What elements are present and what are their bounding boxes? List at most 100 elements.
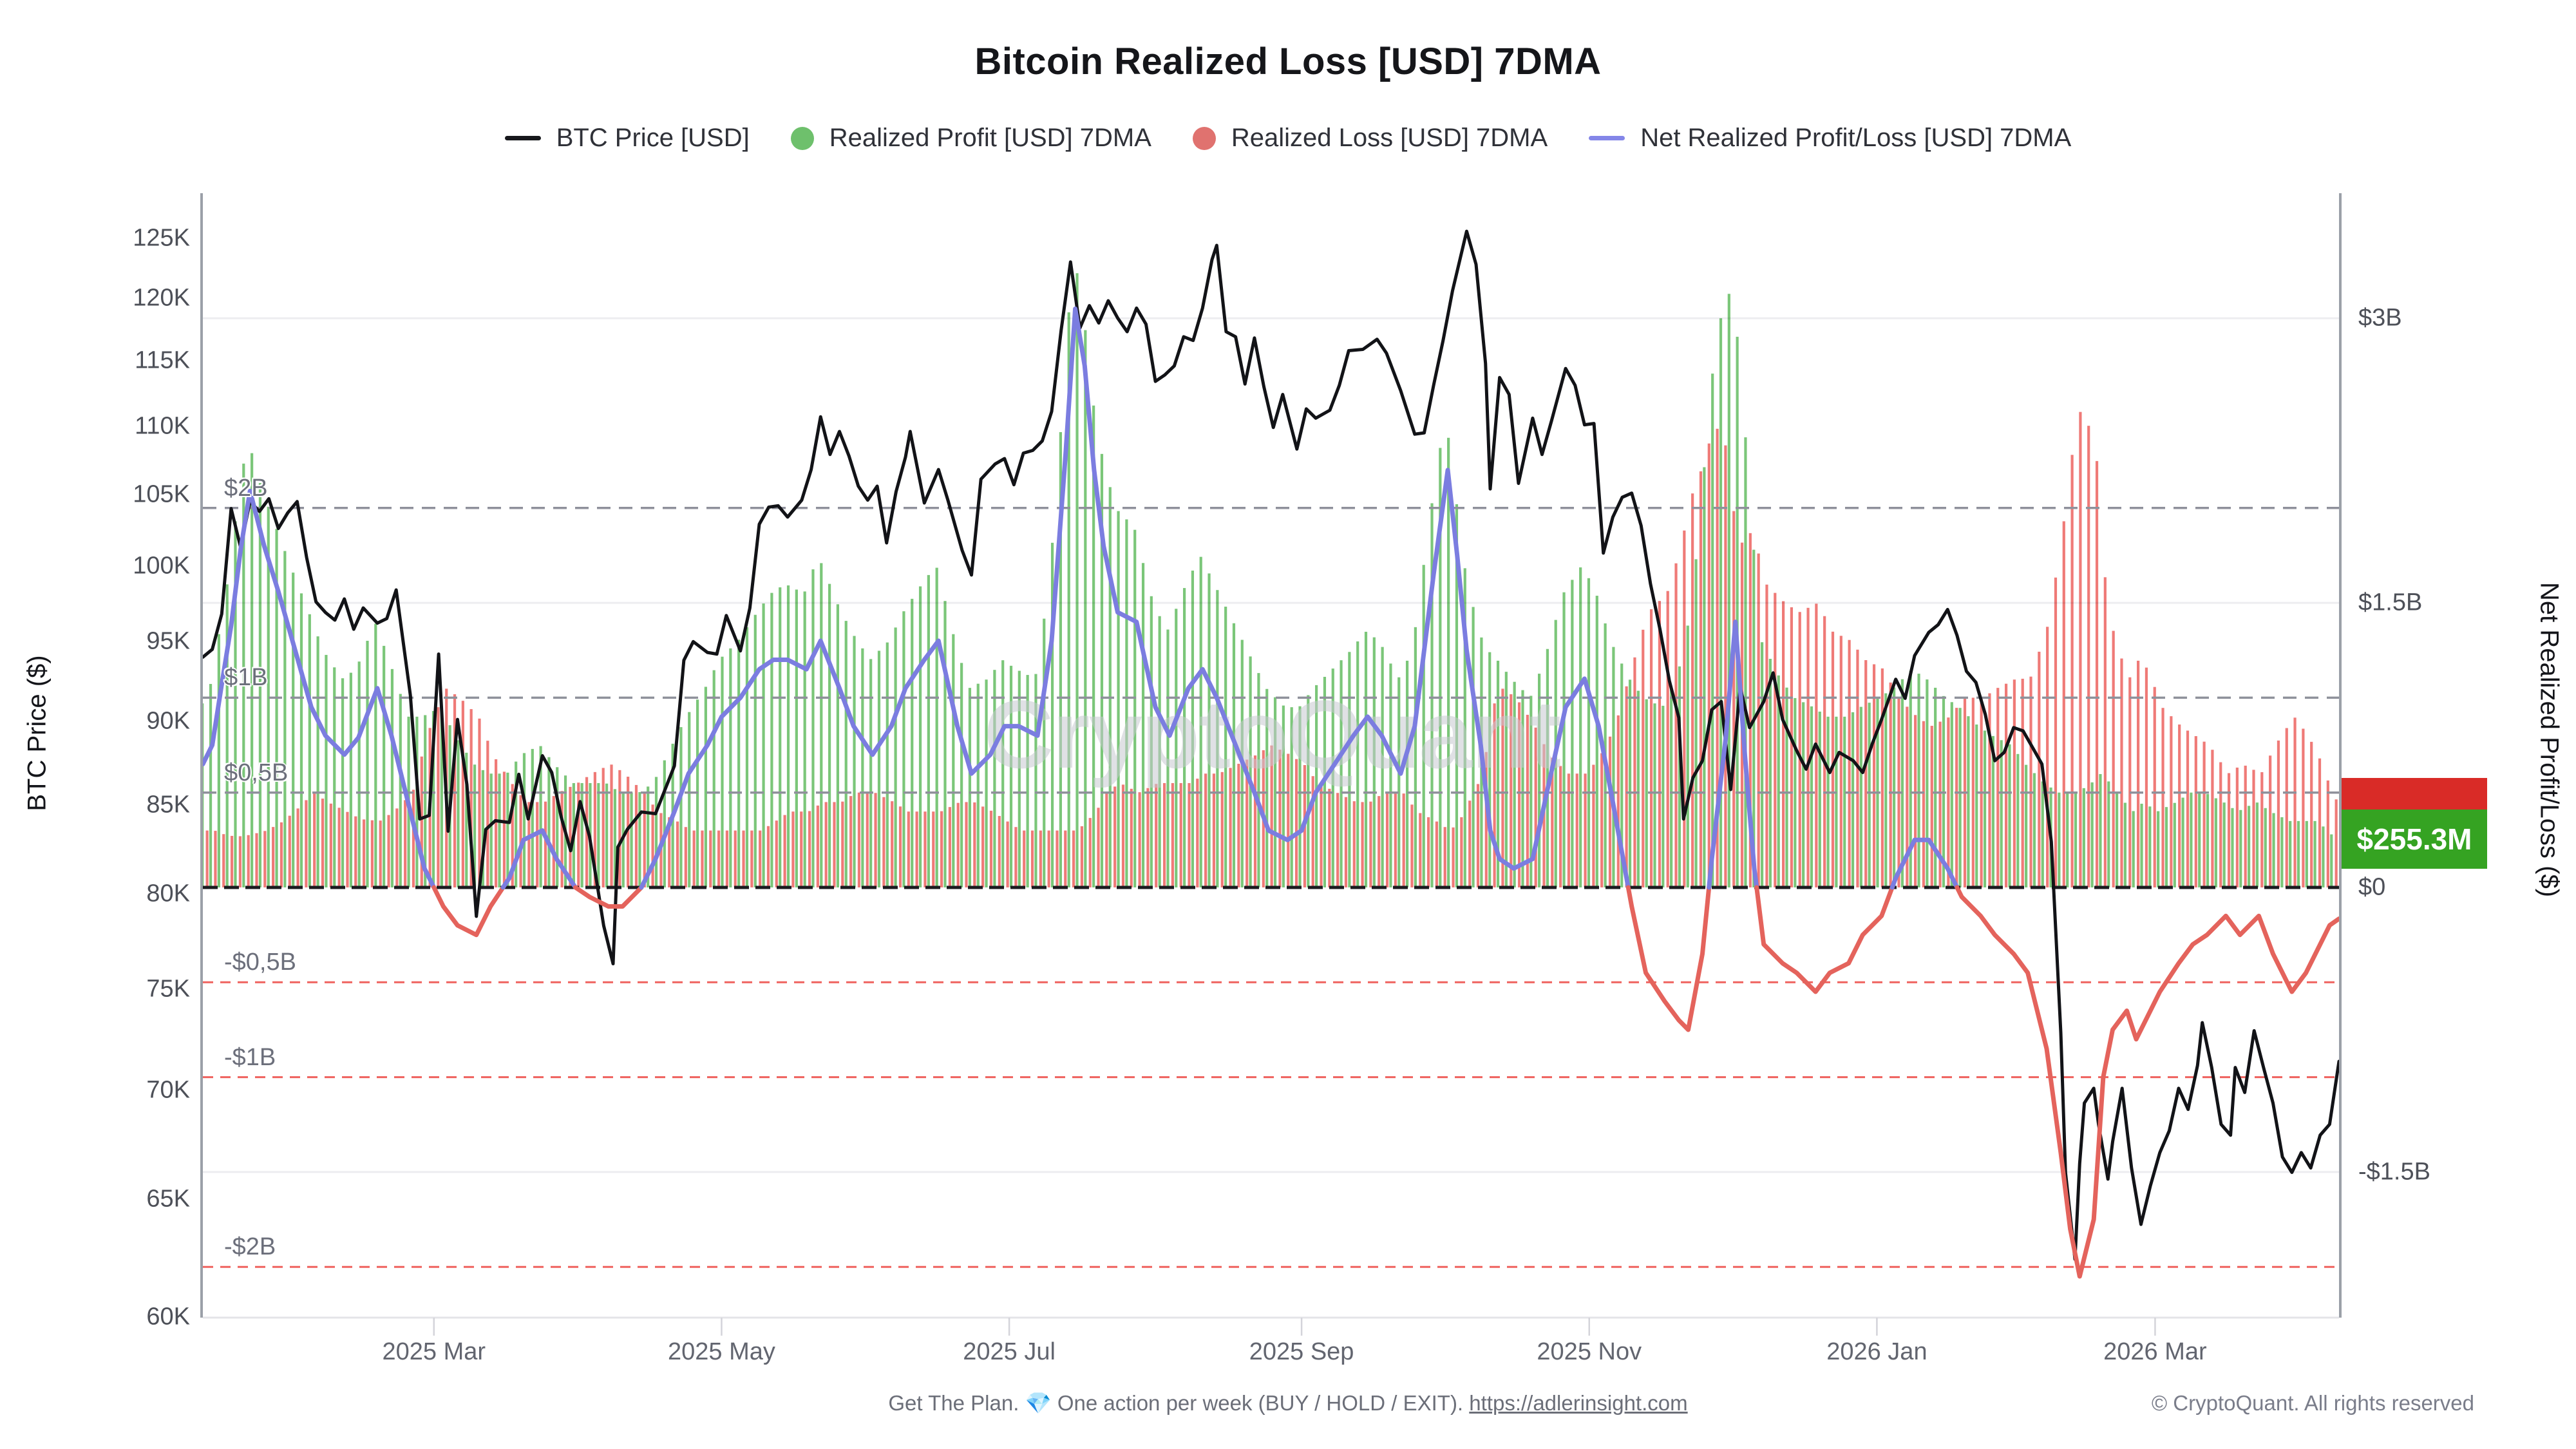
profit-bar — [1950, 702, 1953, 887]
loss-bar — [1188, 782, 1191, 887]
profit-bar — [762, 603, 765, 887]
loss-bar — [725, 830, 729, 887]
loss-bar — [1023, 830, 1026, 887]
profit-bar — [943, 601, 947, 887]
legend-item-net-realized-profit-loss-usd-7dma[interactable]: Net Realized Profit/Loss [USD] 7DMA — [1589, 124, 2071, 153]
loss-bar — [1278, 750, 1282, 887]
profit-bar — [2148, 806, 2152, 887]
loss-bar — [313, 793, 316, 887]
loss-bar — [1088, 818, 1092, 887]
profit-bar — [679, 727, 683, 887]
loss-bar — [1336, 793, 1340, 887]
loss-bar — [527, 802, 531, 887]
loss-bar — [238, 836, 242, 887]
profit-bar — [927, 574, 930, 887]
profit-bar — [1496, 660, 1500, 887]
loss-bar — [1080, 826, 1084, 887]
loss-bar — [816, 805, 819, 887]
loss-bar — [2318, 758, 2322, 887]
profit-bar — [1678, 666, 1681, 887]
profit-bar — [993, 670, 996, 887]
threshold-label--$0,5B: -$0,5B — [224, 949, 296, 976]
loss-bar — [1047, 830, 1050, 887]
profit-bar — [1909, 670, 1912, 887]
adlerinsight-link[interactable]: https://adlerinsight.com — [1469, 1391, 1688, 1415]
profit-bar — [1100, 453, 1104, 887]
x-tick-2026 Jan: 2026 Jan — [1826, 1338, 1927, 1365]
profit-bar — [1166, 629, 1170, 887]
loss-bar — [1419, 813, 1422, 887]
profit-bar — [399, 694, 402, 887]
loss-bar — [2227, 773, 2231, 887]
profit-bar — [2157, 811, 2160, 887]
profit-bar — [1868, 703, 1871, 887]
loss-bar — [1691, 493, 1694, 887]
net-line-positive — [1889, 837, 1960, 890]
profit-bar — [1662, 705, 1665, 887]
legend-item-realized-profit-usd-7dma[interactable]: Realized Profit [USD] 7DMA — [790, 124, 1151, 153]
profit-bar — [1059, 431, 1062, 887]
profit-bar — [1191, 571, 1195, 887]
loss-bar — [1757, 553, 1760, 887]
profit-bar — [1579, 567, 1582, 887]
loss-bar — [1823, 616, 1826, 887]
loss-bar — [288, 815, 291, 887]
loss-bar — [1155, 784, 1158, 887]
profit-bar — [2297, 820, 2300, 887]
profit-bar — [2313, 820, 2316, 887]
loss-bar — [734, 830, 737, 887]
loss-bar — [1839, 636, 1842, 887]
loss-bar — [684, 827, 687, 887]
loss-bar — [1328, 788, 1331, 887]
x-tick-2025 Nov: 2025 Nov — [1537, 1338, 1642, 1365]
loss-bar — [1724, 445, 1727, 887]
profit-bar — [465, 752, 468, 887]
profit-bar — [1472, 607, 1475, 887]
profit-bar — [1851, 712, 1855, 887]
legend-item-btc-price-usd-[interactable]: BTC Price [USD] — [504, 124, 750, 153]
profit-bar — [299, 593, 303, 887]
loss-bar — [362, 819, 366, 887]
profit-bar — [2305, 820, 2308, 887]
loss-bar — [1608, 736, 1612, 887]
profit-bar — [242, 463, 245, 887]
profit-bar — [424, 715, 427, 887]
loss-bar — [296, 808, 299, 887]
loss-bar — [536, 802, 539, 887]
profit-bar — [1257, 673, 1260, 887]
legend-item-realized-loss-usd-7dma[interactable]: Realized Loss [USD] 7DMA — [1192, 124, 1548, 153]
profit-bar — [902, 611, 905, 887]
loss-bar — [1567, 773, 1571, 887]
loss-bar — [1922, 721, 1926, 887]
profit-bar — [630, 792, 633, 887]
profit-bar — [770, 592, 773, 887]
loss-bar — [2103, 577, 2107, 887]
profit-bar — [522, 753, 526, 887]
profit-bar — [1777, 675, 1780, 887]
profit-bar — [1975, 724, 1978, 887]
profit-bar — [1249, 656, 1252, 887]
loss-bar — [1625, 686, 1628, 887]
profit-bar — [2082, 788, 2085, 887]
profit-bar — [275, 529, 278, 887]
profit-bar — [2330, 834, 2333, 887]
profit-bar — [374, 623, 377, 887]
profit-bar — [779, 587, 782, 887]
loss-bar — [387, 815, 390, 887]
profit-bar — [688, 712, 691, 887]
y-right-tick-$1.5B: $1.5B — [2358, 589, 2423, 616]
profit-bar — [1307, 695, 1310, 887]
loss-bar — [2161, 708, 2164, 887]
y-left-tick-105K: 105K — [133, 480, 190, 508]
loss-bar — [230, 835, 234, 887]
profit-bar — [1290, 707, 1293, 887]
y-left-tick-75K: 75K — [146, 975, 190, 1003]
profit-bar — [2132, 811, 2135, 887]
loss-bar — [2260, 772, 2264, 887]
profit-bar — [1513, 681, 1516, 887]
loss-bar — [1097, 808, 1100, 887]
profit-bar — [431, 711, 435, 887]
loss-bar — [437, 707, 440, 887]
profit-bar — [349, 672, 352, 887]
loss-bar — [1270, 745, 1273, 887]
